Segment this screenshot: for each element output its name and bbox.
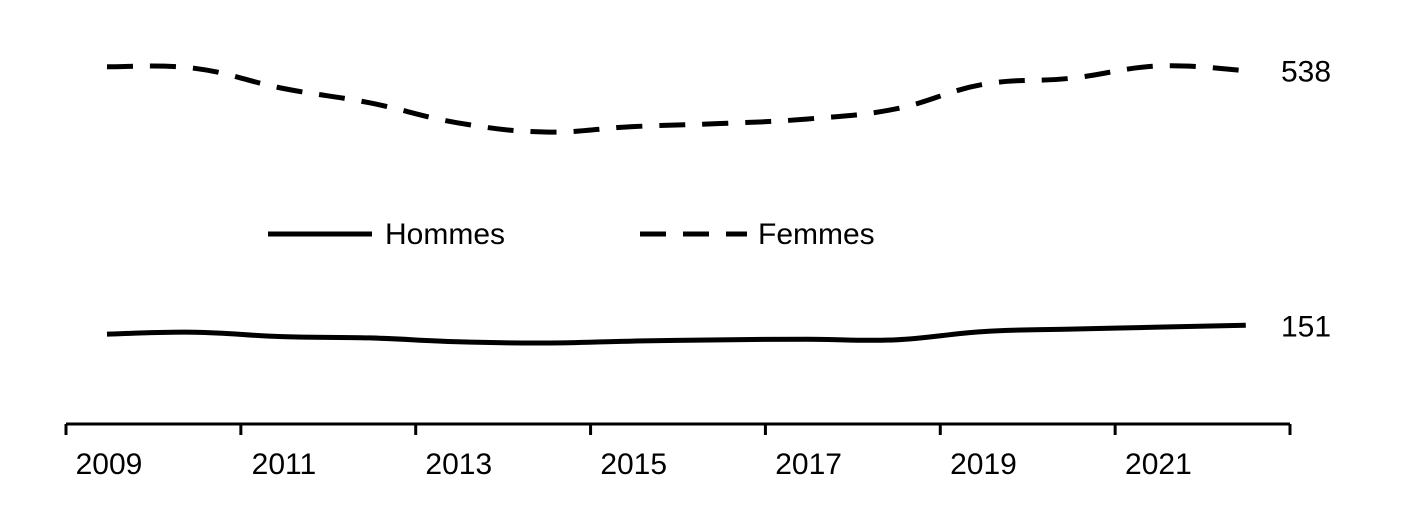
legend-label-hommes: Hommes <box>385 218 505 251</box>
x-tick-label: 2013 <box>425 448 492 481</box>
x-tick-label: 2011 <box>252 448 317 481</box>
x-axis: 2009 2011 2013 2015 2017 2019 2021 <box>64 422 1292 481</box>
end-label-hommes: 151 <box>1281 310 1331 343</box>
x-tick-label: 2019 <box>950 448 1017 481</box>
x-tick-label: 2015 <box>600 448 667 481</box>
data-point-femmes-2022 <box>1244 69 1248 73</box>
series-line-femmes <box>106 63 1246 135</box>
series-line-hommes <box>106 322 1246 346</box>
end-label-femmes: 538 <box>1281 56 1331 89</box>
series-layer <box>106 63 1248 346</box>
legend-label-femmes: Femmes <box>758 218 875 251</box>
x-tick-label: 2009 <box>76 448 143 481</box>
legend: Hommes Femmes <box>268 218 875 251</box>
x-tick-label: 2021 <box>1125 448 1192 481</box>
data-point-femmes-2021 <box>1156 64 1160 68</box>
data-point-femmes-2020 <box>1069 76 1073 80</box>
end-labels: 151 538 <box>1281 56 1331 344</box>
x-tick-label: 2017 <box>775 448 842 481</box>
